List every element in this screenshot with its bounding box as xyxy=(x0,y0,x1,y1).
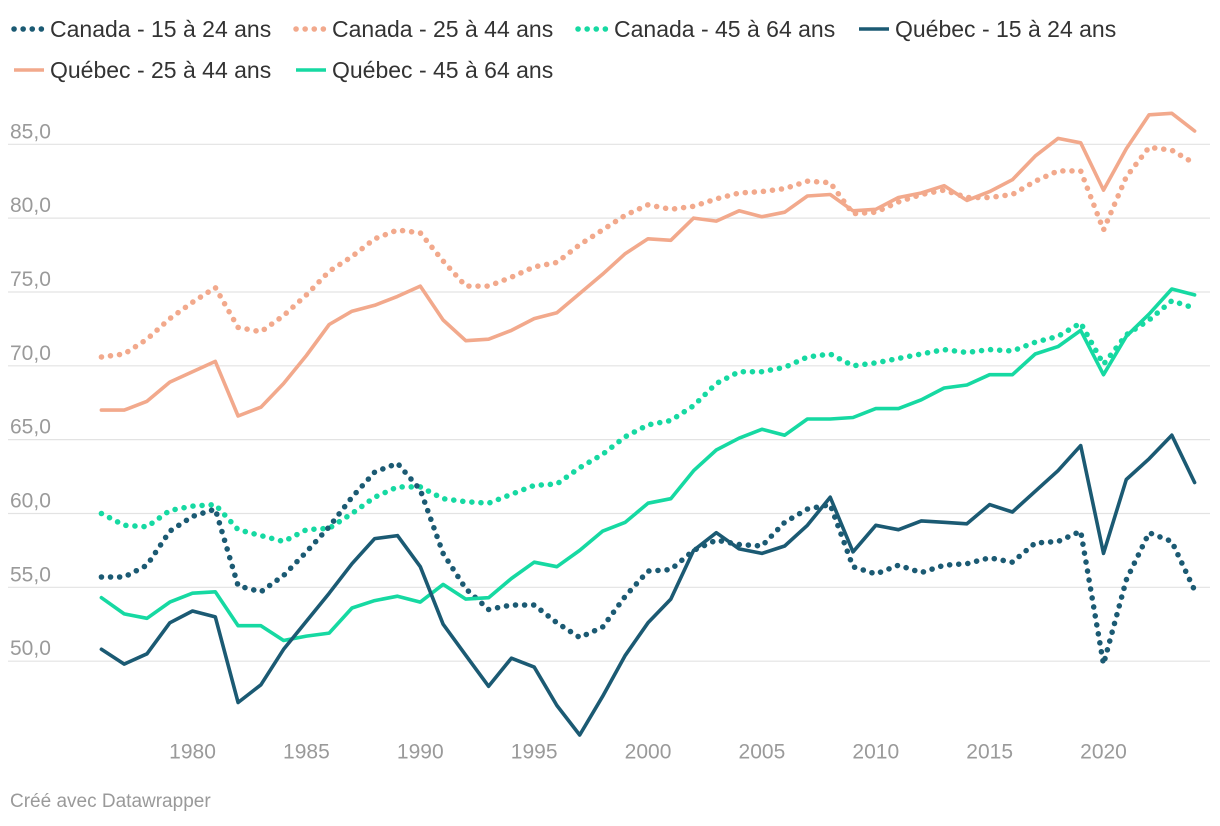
legend-label: Québec - 25 à 44 ans xyxy=(50,57,271,83)
x-tick-label: 2015 xyxy=(966,740,1013,763)
x-tick-label: 1980 xyxy=(169,740,216,763)
legend-item: Québec - 15 à 24 ans xyxy=(859,16,1116,42)
legend-label: Québec - 45 à 64 ans xyxy=(332,57,553,83)
y-tick-label: 55,0 xyxy=(10,563,51,586)
x-tick-label: 1985 xyxy=(283,740,330,763)
legend-item: Canada - 25 à 44 ans xyxy=(293,16,553,42)
legend-label: Canada - 25 à 44 ans xyxy=(332,16,553,42)
series-line-qu-bec-25-44-ans xyxy=(99,111,1197,418)
x-tick-label: 2020 xyxy=(1080,740,1127,763)
y-axis-tick-labels: 50,0 55,0 60,0 65,0 70,0 75,0 80,0 85,0 xyxy=(10,120,51,660)
series-lines xyxy=(98,111,1198,737)
legend: Canada - 15 à 24 ans Canada - 25 à 44 ans… xyxy=(11,16,1116,83)
y-tick-label: 80,0 xyxy=(10,194,51,217)
x-axis-tick-labels: 1980 1985 1990 1995 2000 2005 2010 2015 2020 xyxy=(169,740,1127,763)
y-tick-label: 60,0 xyxy=(10,489,51,512)
y-tick-label: 65,0 xyxy=(10,416,51,439)
series-line-qu-bec-45-64-ans xyxy=(99,287,1197,643)
y-tick-label: 50,0 xyxy=(10,637,51,660)
x-tick-label: 2010 xyxy=(852,740,899,763)
x-tick-label: 1995 xyxy=(511,740,558,763)
series-line-canada-25-44-ans xyxy=(98,144,1198,360)
x-tick-label: 2000 xyxy=(625,740,672,763)
x-tick-label: 1990 xyxy=(397,740,444,763)
line-chart: Canada - 15 à 24 ans Canada - 25 à 44 ans… xyxy=(8,16,1210,763)
y-tick-label: 75,0 xyxy=(10,268,51,291)
series-line-qu-bec-15-24-ans xyxy=(99,433,1197,737)
x-tick-label: 2005 xyxy=(739,740,786,763)
datawrapper-credit: Créé avec Datawrapper xyxy=(10,791,211,812)
legend-label: Canada - 45 à 64 ans xyxy=(614,16,835,42)
legend-item: Canada - 45 à 64 ans xyxy=(575,16,835,42)
legend-item: Québec - 25 à 44 ans xyxy=(14,57,271,83)
y-tick-label: 70,0 xyxy=(10,342,51,365)
legend-item: Canada - 15 à 24 ans xyxy=(11,16,271,42)
y-gridlines xyxy=(8,143,1210,662)
legend-label: Canada - 15 à 24 ans xyxy=(50,16,271,42)
series-line-canada-15-24-ans xyxy=(98,460,1198,667)
y-tick-label: 85,0 xyxy=(10,120,51,143)
legend-item: Québec - 45 à 64 ans xyxy=(296,57,553,83)
legend-label: Québec - 15 à 24 ans xyxy=(895,16,1116,42)
